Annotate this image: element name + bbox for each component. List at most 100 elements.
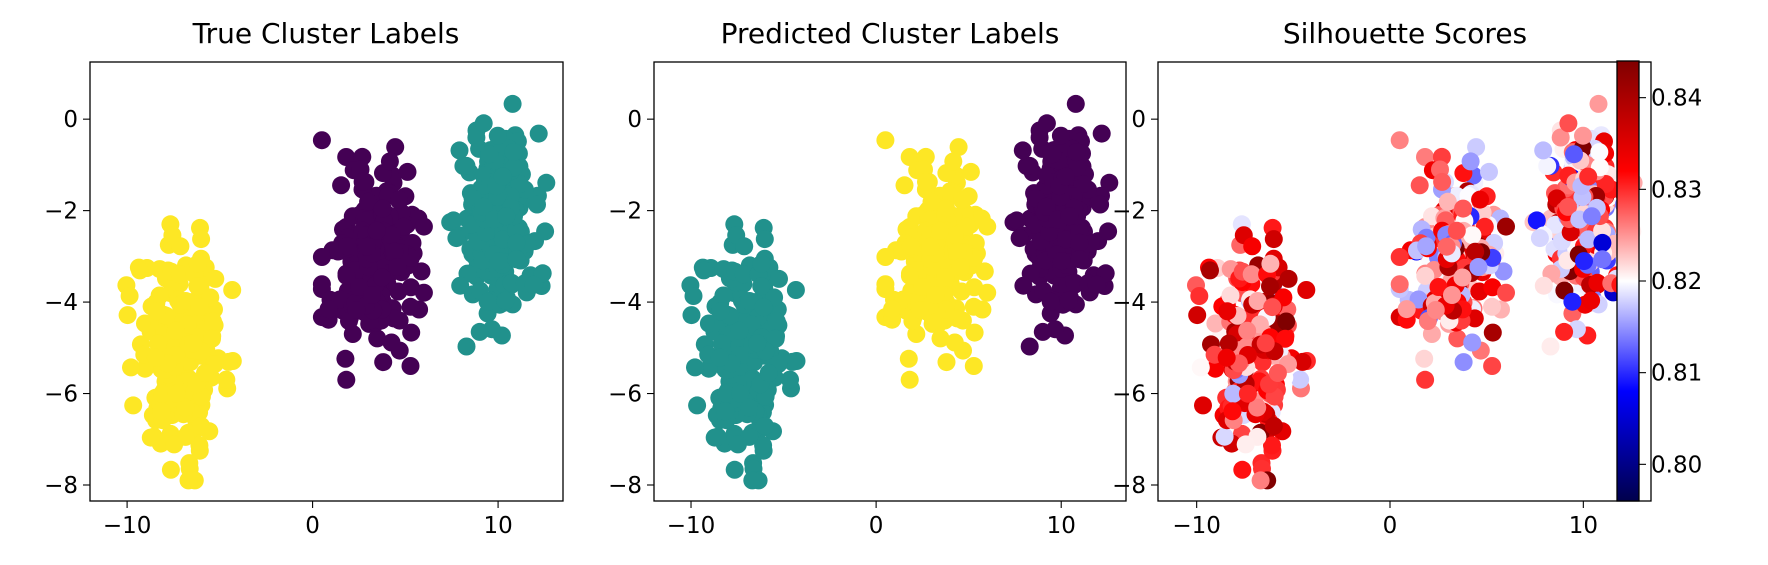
data-point [1291, 370, 1310, 389]
data-point [1221, 286, 1240, 305]
data-point [921, 237, 940, 256]
data-point [1067, 143, 1086, 162]
plot-frame [89, 61, 564, 502]
data-point [1263, 298, 1282, 317]
data-point [493, 167, 512, 186]
data-point [1217, 348, 1236, 367]
data-point [478, 292, 497, 311]
data-point [876, 248, 895, 266]
data-point [1065, 273, 1084, 292]
data-point [1037, 114, 1056, 133]
data-point [489, 252, 508, 271]
data-point [1447, 221, 1466, 240]
data-point [730, 321, 749, 340]
data-point [725, 460, 744, 479]
data-point [917, 172, 935, 191]
data-point [1466, 242, 1485, 261]
data-point [136, 314, 154, 333]
data-point [1263, 436, 1281, 455]
data-point [382, 333, 401, 352]
data-point [964, 297, 983, 316]
y-tick-label: −2 [1112, 199, 1146, 225]
colorbar-tick-label: 0.84 [1651, 86, 1702, 112]
data-point [1277, 312, 1296, 331]
data-point [350, 278, 369, 296]
data-point [711, 302, 730, 321]
x-tick-label: 10 [1047, 513, 1076, 539]
data-point [731, 384, 750, 403]
data-point [1297, 281, 1316, 299]
data-point [755, 417, 774, 435]
data-point [1206, 359, 1225, 378]
data-point [401, 297, 420, 316]
data-point [1390, 275, 1409, 294]
y-tick-label: −2 [608, 199, 642, 225]
data-point [759, 364, 778, 382]
data-point [1007, 211, 1026, 230]
data-point [1590, 143, 1609, 162]
data-point [1438, 192, 1457, 211]
data-point [338, 237, 357, 256]
x-tick-label: 10 [483, 513, 512, 539]
data-point [146, 348, 165, 367]
data-point [219, 352, 238, 371]
data-point [1264, 417, 1283, 435]
panel-title: Silhouette Scores [1283, 17, 1527, 50]
data-point [1596, 175, 1615, 193]
data-point [965, 323, 984, 342]
data-point [926, 286, 945, 304]
data-point [1559, 114, 1578, 133]
axis-ticks: −10 0 10 0 −2 −4 −6 −8 [608, 107, 1076, 539]
data-point [946, 226, 964, 245]
colorbar-ticks: 0.80 0.81 0.82 0.83 0.84 [1639, 86, 1702, 478]
data-point [682, 306, 701, 325]
data-point [1293, 352, 1312, 371]
data-point [165, 435, 184, 454]
data-point [961, 162, 980, 181]
data-point [1099, 222, 1118, 241]
data-point [1527, 211, 1546, 230]
plot-frame [1157, 61, 1652, 502]
y-tick-label: −2 [44, 199, 78, 225]
data-point [1563, 292, 1582, 311]
data-point [770, 269, 788, 288]
data-point [1429, 278, 1448, 296]
scatter-points [117, 94, 556, 490]
data-point [373, 268, 392, 287]
data-point [752, 254, 771, 273]
data-point [1279, 269, 1298, 288]
data-point [122, 358, 140, 377]
data-point [454, 157, 473, 175]
data-point [414, 217, 433, 236]
colorbar-tick-label: 0.81 [1651, 361, 1702, 387]
data-point [1463, 226, 1482, 245]
data-point [945, 333, 964, 352]
data-point [876, 275, 895, 294]
data-point [1261, 254, 1280, 273]
data-point [951, 258, 970, 276]
data-point [978, 283, 997, 302]
data-point [476, 223, 495, 242]
colorbar-gradient [1617, 61, 1639, 501]
x-tick-label: 0 [1383, 513, 1398, 539]
colorbar-tick-label: 0.80 [1651, 452, 1702, 478]
data-point [312, 131, 331, 150]
data-point [1494, 262, 1513, 281]
data-point [936, 268, 955, 287]
data-point [136, 359, 154, 378]
y-tick-label: −4 [44, 290, 78, 316]
data-point [734, 265, 753, 284]
data-point [528, 195, 546, 214]
data-point [536, 222, 555, 241]
data-point [1248, 292, 1267, 310]
data-point [1100, 173, 1119, 192]
data-point [1467, 138, 1486, 157]
data-point [337, 370, 356, 389]
data-point [1191, 358, 1210, 377]
data-point [1190, 287, 1209, 305]
scatter-points [1187, 94, 1643, 490]
data-point [883, 300, 902, 319]
data-point [503, 94, 522, 113]
axis-ticks: −10 0 10 0 −2 −4 −6 −8 [44, 107, 513, 539]
data-point [964, 357, 983, 375]
